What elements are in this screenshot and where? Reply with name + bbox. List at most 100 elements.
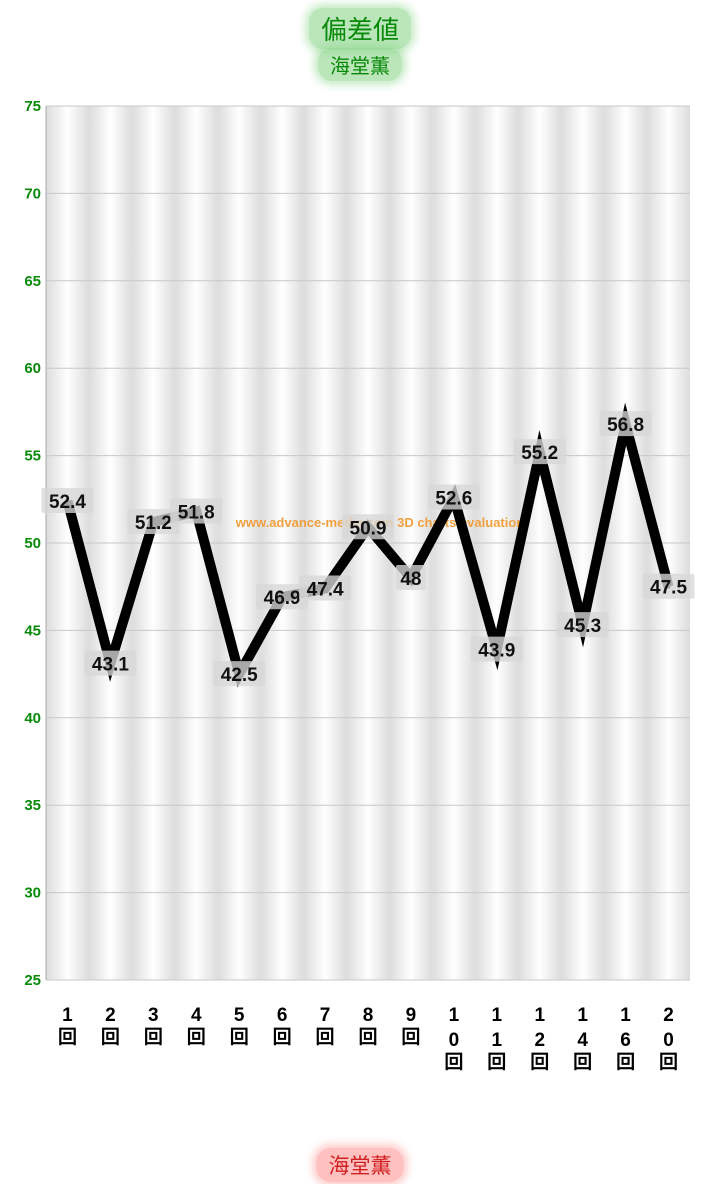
data-label-bg [513,439,566,465]
data-label-bg [84,650,137,676]
data-labels: 52.4 43.1 51.2 51.8 42.5 46.9 47.4 50.9 48 52.6 43… [41,411,695,687]
y-tick-label: 35 [24,797,41,814]
data-label-text: 47.5 [650,578,687,599]
x-tick-digit: 9 [406,1005,417,1026]
y-tick-label: 55 [24,448,41,465]
data-label-bg [256,584,309,610]
data-label: 43.9 [470,636,523,662]
data-label-text: 42.5 [221,665,258,686]
data-label-text: 50.9 [350,518,387,539]
chart-title: 偏差値 [308,8,412,49]
data-label-bg [213,661,266,687]
data-label: 42.5 [213,661,266,687]
data-label-bg [556,612,609,638]
x-tick-digit: 1 [577,1005,588,1026]
x-tick-digit: 2 [105,1005,116,1026]
x-tick-digit: 7 [320,1005,331,1026]
data-label-bg [470,636,523,662]
data-label: 48 [395,564,426,590]
data-label: 56.8 [599,411,652,437]
x-tick-counter: 回 [358,1026,377,1048]
data-label: 55.2 [513,439,566,465]
data-label: 51.8 [170,498,223,524]
grid-lines [46,105,690,981]
x-tick-counter: 回 [573,1051,592,1073]
x-tick-counter: 回 [273,1026,292,1048]
data-label-bg [127,509,180,535]
data-label-bg [599,411,652,437]
x-tick-counter: 回 [444,1051,463,1073]
data-label-text: 55.2 [521,443,558,464]
x-tick-digit: 1 [492,1005,503,1026]
x-tick-counter: 回 [230,1026,249,1048]
x-tick-label: 7回 [316,1005,335,1048]
data-label-text: 56.8 [607,415,644,436]
x-tick-digit: 2 [534,1030,545,1051]
data-label-text: 51.2 [135,513,172,534]
x-tick-digit: 1 [534,1005,545,1026]
data-label-bg [299,575,352,601]
x-tick-label: 1回 [58,1005,77,1048]
x-tick-digit: 8 [363,1005,374,1026]
chart-subtitle: 海堂薫 [318,48,402,81]
x-tick-counter: 回 [616,1051,635,1073]
x-tick-digit: 1 [449,1005,460,1026]
x-tick-label: 5回 [230,1005,249,1048]
x-tick-label: 9回 [401,1005,420,1048]
x-tick-counter: 回 [144,1026,163,1048]
data-label-text: 47.4 [307,579,344,600]
y-tick-label: 70 [24,185,41,202]
data-label-text: 45.3 [564,616,601,637]
y-tick-label: 50 [24,535,41,552]
x-tick-digit: 3 [148,1005,159,1026]
data-label-text: 51.8 [178,503,215,524]
x-tick-counter: 回 [659,1051,678,1073]
data-label: 52.6 [427,484,480,510]
y-tick-label: 65 [24,273,41,290]
x-tick-label: 2 0回 [659,1005,678,1073]
x-tick-counter: 回 [401,1026,420,1048]
y-tick-label: 30 [24,885,41,902]
data-label-text: 43.9 [478,641,515,662]
x-tick-label: 8回 [358,1005,377,1048]
x-tick-digit: 0 [663,1030,674,1051]
x-tick-digit: 1 [620,1005,631,1026]
data-label-bg [170,498,223,524]
y-tick-label: 45 [24,622,41,639]
legend-item: 海堂薫 [316,1148,404,1182]
data-label-text: 52.6 [435,489,472,510]
data-label-bg [41,488,94,514]
data-label-bg [427,484,480,510]
x-tick-digit: 6 [620,1030,631,1051]
y-tick-label: 75 [24,98,41,115]
y-tick-label: 60 [24,360,41,377]
x-tick-label: 1 4回 [573,1005,592,1073]
data-label: 47.5 [642,573,695,599]
x-tick-digit: 1 [62,1005,73,1026]
x-tick-counter: 回 [530,1051,549,1073]
data-label: 46.9 [256,584,309,610]
x-tick-digit: 4 [191,1005,202,1026]
x-tick-label: 11回 [487,1005,506,1073]
x-tick-counter: 回 [316,1026,335,1048]
y-tick-label: 40 [24,710,41,727]
x-tick-label: 6回 [273,1005,292,1048]
data-label-text: 52.4 [49,492,86,513]
x-tick-digit: 0 [449,1030,460,1051]
x-tick-label: 1 0回 [444,1005,463,1073]
x-tick-digit: 4 [577,1030,588,1051]
y-tick-label: 25 [24,972,41,989]
data-label-text: 43.1 [92,655,129,676]
data-label-text: 46.9 [264,588,301,609]
x-tick-label: 1 6回 [616,1005,635,1073]
x-tick-digit: 6 [277,1005,288,1026]
x-tick-label: 2回 [101,1005,120,1048]
data-label: 43.1 [84,650,137,676]
x-tick-label: 1 2回 [530,1005,549,1073]
x-tick-counter: 回 [487,1051,506,1073]
data-label: 45.3 [556,612,609,638]
data-label: 51.2 [127,509,180,535]
data-label-bg [642,573,695,599]
